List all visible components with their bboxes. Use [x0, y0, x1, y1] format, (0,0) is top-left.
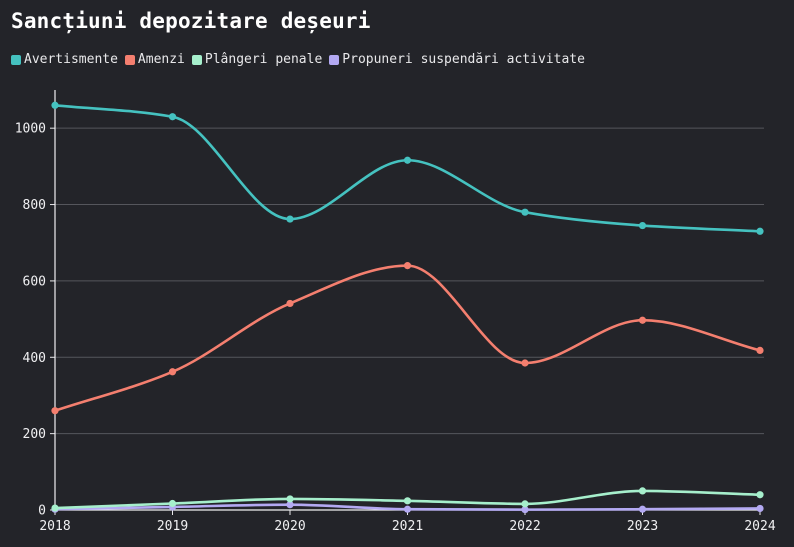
data-point-propuneri-suspendari-activitate [756, 504, 764, 513]
x-tick-label: 2022 [509, 519, 540, 534]
data-point-avertismente [51, 101, 59, 109]
data-point-avertismente [403, 156, 412, 164]
series-line-avertismente [54, 103, 761, 233]
legend-item-plangeri-penale[interactable]: Plângeri penale [191, 52, 323, 67]
y-tick-label: 600 [23, 274, 46, 289]
x-tick-label: 2020 [274, 519, 305, 534]
data-point-avertismente [286, 215, 294, 223]
data-point-amenzi [168, 368, 177, 376]
y-tick-label: 1000 [15, 122, 46, 137]
data-point-propuneri-suspendari-activitate [286, 501, 294, 509]
data-point-propuneri-suspendari-activitate [403, 505, 412, 513]
legend-label: Propuneri suspendări activitate [342, 52, 585, 67]
x-tick-label: 2018 [39, 519, 70, 534]
legend-label: Avertismente [24, 52, 118, 67]
data-point-plangeri-penale [521, 500, 529, 508]
data-point-avertismente [756, 227, 764, 235]
x-tick-label: 2021 [392, 519, 423, 534]
data-point-plangeri-penale [756, 491, 764, 499]
legend-swatch [329, 54, 340, 65]
legend-label: Plângeri penale [204, 52, 323, 67]
legend: Avertismente Amenzi Plângeri penale Prop… [11, 52, 592, 67]
data-point-avertismente [521, 208, 529, 216]
x-tick-label: 2024 [744, 519, 775, 534]
y-tick-label: 200 [23, 427, 46, 442]
data-point-plangeri-penale [51, 504, 59, 512]
legend-item-propuneri-suspendari[interactable]: Propuneri suspendări activitate [329, 52, 585, 67]
data-point-propuneri-suspendari-activitate [521, 506, 529, 514]
data-point-amenzi [521, 359, 529, 367]
y-tick-label: 0 [38, 504, 46, 519]
data-point-plangeri-penale [168, 499, 177, 508]
legend-item-amenzi[interactable]: Amenzi [124, 52, 185, 67]
data-point-avertismente [168, 113, 177, 121]
data-point-amenzi [286, 299, 294, 308]
x-tick-label: 2019 [157, 519, 188, 534]
legend-swatch [191, 54, 202, 65]
data-point-amenzi [638, 316, 647, 324]
y-tick-label: 400 [23, 351, 46, 366]
data-point-amenzi [51, 407, 59, 415]
series-line-amenzi [54, 264, 761, 412]
data-point-plangeri-penale [403, 497, 412, 505]
data-point-avertismente [638, 221, 647, 230]
x-tick-label: 2023 [627, 519, 658, 534]
data-point-amenzi [403, 262, 412, 270]
data-point-amenzi [756, 346, 764, 354]
legend-swatch [124, 54, 135, 65]
legend-swatch [11, 54, 21, 65]
data-point-plangeri-penale [638, 487, 647, 495]
chart-title: Sancțiuni depozitare deșeuri [11, 9, 371, 33]
legend-label: Amenzi [137, 52, 185, 67]
legend-item-avertismente[interactable]: Avertismente [11, 52, 118, 67]
data-point-plangeri-penale [286, 495, 294, 503]
y-tick-label: 800 [23, 198, 46, 213]
data-point-propuneri-suspendari-activitate [638, 505, 647, 513]
